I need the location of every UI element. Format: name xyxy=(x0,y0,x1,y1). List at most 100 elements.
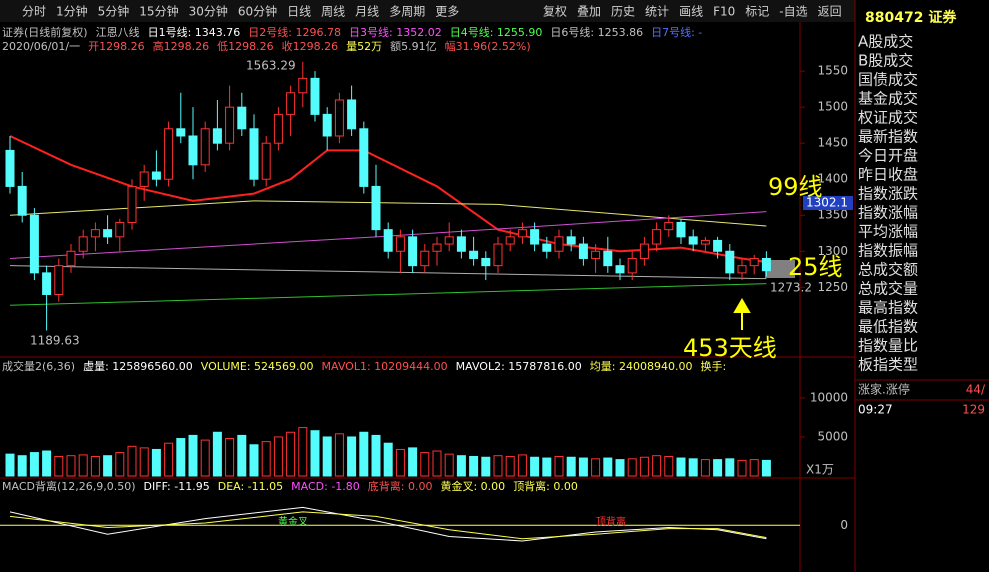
volume-bar xyxy=(90,455,100,477)
volume-bar xyxy=(408,447,418,477)
toolbar-item[interactable]: 周线 xyxy=(321,5,345,19)
info-text: 日4号线: 1255.90 xyxy=(450,25,543,39)
info-text: 换手: xyxy=(700,359,726,373)
side-item[interactable]: B股成交 xyxy=(858,52,913,70)
side-item[interactable]: 平均涨幅 xyxy=(858,223,918,241)
volume-bar xyxy=(310,430,320,477)
side-item[interactable]: 总成交量 xyxy=(858,280,918,298)
side-item[interactable]: 今日开盘 xyxy=(858,147,918,165)
toolbar-item[interactable]: 1分钟 xyxy=(56,4,88,19)
volume-bar xyxy=(554,455,564,477)
toolbar-item[interactable]: -自选 xyxy=(779,5,807,19)
candle-body xyxy=(322,113,332,137)
volume-bar xyxy=(115,452,125,477)
toolbar-item[interactable]: 复权 xyxy=(543,5,567,19)
info-text: MAVOL1: 10209444.00 xyxy=(322,360,448,373)
side-item[interactable]: 昨日收盘 xyxy=(858,166,918,184)
annotation: 25线 xyxy=(788,253,843,281)
marker-box xyxy=(765,260,795,278)
side-item[interactable]: 最高指数 xyxy=(858,299,918,317)
volume-bar xyxy=(139,447,149,477)
volume-bar xyxy=(29,452,39,477)
candle-body xyxy=(432,243,442,252)
side-item[interactable]: A股成交 xyxy=(858,33,913,51)
side-item[interactable]: 基金成交 xyxy=(858,90,918,108)
side-item[interactable]: 指数振幅 xyxy=(858,242,918,260)
y-tick-label: 5000 xyxy=(817,429,848,443)
annotation: 顶背离 xyxy=(596,515,626,528)
side-item[interactable]: 总成交额 xyxy=(858,261,918,279)
y-tick-label: 1550 xyxy=(817,64,848,78)
y-tick-label: 1250 xyxy=(817,280,848,294)
candle-body xyxy=(664,221,674,231)
toolbar-item[interactable]: 标记 xyxy=(745,5,769,19)
info-text: 黄金叉: 0.00 xyxy=(440,479,505,493)
volume-bar xyxy=(286,431,296,477)
info-text: 日3号线: 1352.02 xyxy=(349,25,442,39)
candle-body xyxy=(17,185,27,216)
info-text: 日7号线: - xyxy=(651,25,702,39)
volume-bar xyxy=(371,434,381,477)
side-label: 涨家.涨停 xyxy=(858,382,910,397)
info-text: 均量: 24008940.00 xyxy=(590,360,693,373)
side-item[interactable]: 指数涨幅 xyxy=(858,204,918,222)
toolbar-item[interactable]: 更多 xyxy=(435,5,459,19)
side-item[interactable]: 权证成交 xyxy=(858,109,918,127)
candle-body xyxy=(395,236,405,252)
volume-bar xyxy=(761,459,771,477)
info-text: DIFF: -11.95 xyxy=(144,480,210,493)
candle-body xyxy=(176,128,186,137)
volume-bar xyxy=(456,455,466,477)
candle-body xyxy=(444,236,454,245)
volume-bar xyxy=(66,455,76,477)
side-item[interactable]: 板指类型 xyxy=(858,356,918,374)
volume-bar xyxy=(664,455,674,477)
toolbar xyxy=(0,0,855,22)
candle-body xyxy=(237,106,247,130)
toolbar-item[interactable]: 30分钟 xyxy=(189,4,228,19)
side-item[interactable]: 指数涨跌 xyxy=(858,185,918,203)
toolbar-item[interactable]: 统计 xyxy=(645,5,669,19)
candle-body xyxy=(225,106,235,144)
toolbar-item[interactable]: 15分钟 xyxy=(139,4,178,19)
annotation: 99线 xyxy=(768,173,823,201)
volume-bar xyxy=(505,455,515,477)
toolbar-item[interactable]: 月线 xyxy=(355,5,379,19)
volume-bar xyxy=(164,442,174,477)
toolbar-item[interactable]: 历史 xyxy=(611,5,635,19)
candle-body xyxy=(261,142,271,180)
candle-body xyxy=(505,236,515,245)
candle-body xyxy=(517,229,527,238)
info-text: 证券(日线前复权) xyxy=(2,25,88,39)
volume-bar xyxy=(615,459,625,477)
volume-bar xyxy=(749,459,759,477)
volume-bar xyxy=(517,454,527,477)
toolbar-item[interactable]: F10 xyxy=(713,5,735,19)
volume-bar xyxy=(432,450,442,477)
toolbar-item[interactable]: 叠加 xyxy=(577,5,601,19)
toolbar-item[interactable]: 多周期 xyxy=(389,5,425,19)
side-item[interactable]: 最新指数 xyxy=(858,128,918,146)
side-item[interactable]: 最低指数 xyxy=(858,318,918,336)
candle-body xyxy=(347,99,357,130)
side-item[interactable]: 指数量比 xyxy=(858,337,918,355)
toolbar-item[interactable]: 日线 xyxy=(287,5,311,19)
annotation: 453天线 xyxy=(683,334,777,362)
volume-bar xyxy=(103,455,113,477)
toolbar-item[interactable]: 分时 xyxy=(22,5,46,19)
volume-bar xyxy=(176,438,186,477)
toolbar-item[interactable]: 画线 xyxy=(679,5,703,19)
candle-body xyxy=(481,257,491,267)
toolbar-item[interactable]: 返回 xyxy=(818,5,842,19)
info-text: MACD: -1.80 xyxy=(291,480,360,493)
y-tick-label: 10000 xyxy=(810,390,848,404)
side-item[interactable]: 国债成交 xyxy=(858,71,918,89)
info-text: 成交量2(6,36) xyxy=(2,359,75,373)
candle-body xyxy=(66,250,76,267)
toolbar-item[interactable]: 5分钟 xyxy=(98,4,130,19)
volume-bar xyxy=(78,454,88,477)
toolbar-item[interactable]: 60分钟 xyxy=(238,4,277,19)
volume-bar xyxy=(383,442,393,477)
